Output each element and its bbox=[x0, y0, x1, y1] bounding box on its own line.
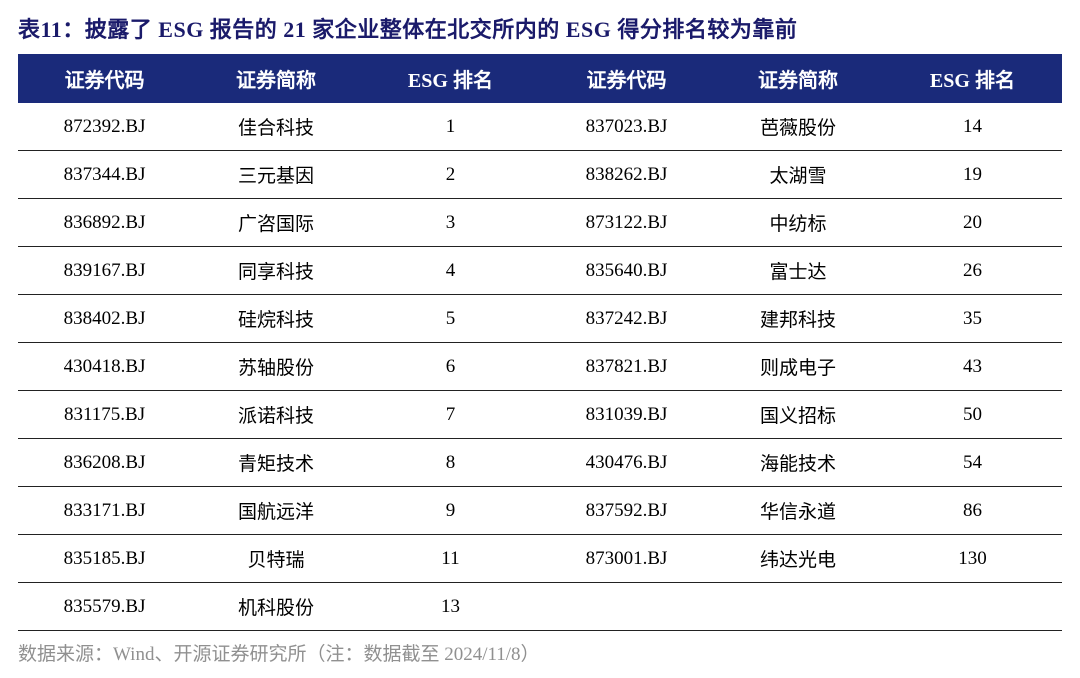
table-row: 837344.BJ三元基因2838262.BJ太湖雪19 bbox=[18, 151, 1062, 199]
table-cell: 6 bbox=[361, 343, 540, 391]
table-cell: 机科股份 bbox=[191, 583, 361, 631]
table-cell: 苏轴股份 bbox=[191, 343, 361, 391]
table-cell: 873122.BJ bbox=[540, 199, 713, 247]
table-cell: 5 bbox=[361, 295, 540, 343]
table-cell: 2 bbox=[361, 151, 540, 199]
table-cell: 873001.BJ bbox=[540, 535, 713, 583]
table-row: 872392.BJ佳合科技1837023.BJ芭薇股份14 bbox=[18, 103, 1062, 151]
table-cell: 国航远洋 bbox=[191, 487, 361, 535]
table-cell: 11 bbox=[361, 535, 540, 583]
table-cell: 国义招标 bbox=[713, 391, 883, 439]
table-cell: 青矩技术 bbox=[191, 439, 361, 487]
table-cell: 86 bbox=[883, 487, 1062, 535]
table-cell: 贝特瑞 bbox=[191, 535, 361, 583]
col-header: ESG 排名 bbox=[361, 54, 540, 103]
table-header-row: 证券代码 证券简称 ESG 排名 证券代码 证券简称 ESG 排名 bbox=[18, 54, 1062, 103]
table-cell: 中纺标 bbox=[713, 199, 883, 247]
table-cell: 430418.BJ bbox=[18, 343, 191, 391]
table-cell: 富士达 bbox=[713, 247, 883, 295]
table-row: 831175.BJ派诺科技7831039.BJ国义招标50 bbox=[18, 391, 1062, 439]
table-cell: 20 bbox=[883, 199, 1062, 247]
col-header: 证券简称 bbox=[713, 54, 883, 103]
table-cell: 芭薇股份 bbox=[713, 103, 883, 151]
table-cell: 19 bbox=[883, 151, 1062, 199]
table-cell bbox=[713, 583, 883, 631]
table-cell: 833171.BJ bbox=[18, 487, 191, 535]
table-cell: 海能技术 bbox=[713, 439, 883, 487]
table-cell: 纬达光电 bbox=[713, 535, 883, 583]
table-row: 838402.BJ硅烷科技5837242.BJ建邦科技35 bbox=[18, 295, 1062, 343]
esg-ranking-table: 证券代码 证券简称 ESG 排名 证券代码 证券简称 ESG 排名 872392… bbox=[18, 54, 1062, 631]
table-footnote: 数据来源：Wind、开源证券研究所（注：数据截至 2024/11/8） bbox=[18, 639, 1062, 666]
table-cell bbox=[883, 583, 1062, 631]
table-cell: 26 bbox=[883, 247, 1062, 295]
table-row: 836208.BJ青矩技术8430476.BJ海能技术54 bbox=[18, 439, 1062, 487]
table-cell: 9 bbox=[361, 487, 540, 535]
table-cell: 130 bbox=[883, 535, 1062, 583]
table-row: 835579.BJ机科股份13 bbox=[18, 583, 1062, 631]
table-cell: 8 bbox=[361, 439, 540, 487]
table-cell: 43 bbox=[883, 343, 1062, 391]
table-cell: 太湖雪 bbox=[713, 151, 883, 199]
col-header: 证券代码 bbox=[18, 54, 191, 103]
table-cell: 35 bbox=[883, 295, 1062, 343]
table-cell: 13 bbox=[361, 583, 540, 631]
table-cell: 则成电子 bbox=[713, 343, 883, 391]
table-row: 836892.BJ广咨国际3873122.BJ中纺标20 bbox=[18, 199, 1062, 247]
table-cell: 3 bbox=[361, 199, 540, 247]
table-cell: 华信永道 bbox=[713, 487, 883, 535]
table-cell: 838402.BJ bbox=[18, 295, 191, 343]
table-cell: 838262.BJ bbox=[540, 151, 713, 199]
table-title: 表11：披露了 ESG 报告的 21 家企业整体在北交所内的 ESG 得分排名较… bbox=[18, 12, 1062, 44]
table-cell: 837344.BJ bbox=[18, 151, 191, 199]
table-cell: 837023.BJ bbox=[540, 103, 713, 151]
table-cell: 839167.BJ bbox=[18, 247, 191, 295]
table-cell: 872392.BJ bbox=[18, 103, 191, 151]
table-cell: 派诺科技 bbox=[191, 391, 361, 439]
table-cell: 836892.BJ bbox=[18, 199, 191, 247]
table-cell: 14 bbox=[883, 103, 1062, 151]
col-header: ESG 排名 bbox=[883, 54, 1062, 103]
table-cell: 广咨国际 bbox=[191, 199, 361, 247]
table-row: 430418.BJ苏轴股份6837821.BJ则成电子43 bbox=[18, 343, 1062, 391]
table-cell: 佳合科技 bbox=[191, 103, 361, 151]
table-cell: 837821.BJ bbox=[540, 343, 713, 391]
table-row: 835185.BJ贝特瑞11873001.BJ纬达光电130 bbox=[18, 535, 1062, 583]
table-cell: 50 bbox=[883, 391, 1062, 439]
table-cell: 835640.BJ bbox=[540, 247, 713, 295]
table-cell: 835579.BJ bbox=[18, 583, 191, 631]
table-cell bbox=[540, 583, 713, 631]
table-cell: 硅烷科技 bbox=[191, 295, 361, 343]
table-cell: 4 bbox=[361, 247, 540, 295]
col-header: 证券代码 bbox=[540, 54, 713, 103]
table-cell: 836208.BJ bbox=[18, 439, 191, 487]
table-cell: 1 bbox=[361, 103, 540, 151]
table-cell: 三元基因 bbox=[191, 151, 361, 199]
table-cell: 835185.BJ bbox=[18, 535, 191, 583]
col-header: 证券简称 bbox=[191, 54, 361, 103]
table-cell: 同享科技 bbox=[191, 247, 361, 295]
table-row: 839167.BJ同享科技4835640.BJ富士达26 bbox=[18, 247, 1062, 295]
table-cell: 837242.BJ bbox=[540, 295, 713, 343]
table-cell: 建邦科技 bbox=[713, 295, 883, 343]
table-cell: 7 bbox=[361, 391, 540, 439]
table-cell: 831039.BJ bbox=[540, 391, 713, 439]
table-row: 833171.BJ国航远洋9837592.BJ华信永道86 bbox=[18, 487, 1062, 535]
table-cell: 430476.BJ bbox=[540, 439, 713, 487]
table-cell: 54 bbox=[883, 439, 1062, 487]
table-body: 872392.BJ佳合科技1837023.BJ芭薇股份14837344.BJ三元… bbox=[18, 103, 1062, 631]
table-cell: 837592.BJ bbox=[540, 487, 713, 535]
table-cell: 831175.BJ bbox=[18, 391, 191, 439]
